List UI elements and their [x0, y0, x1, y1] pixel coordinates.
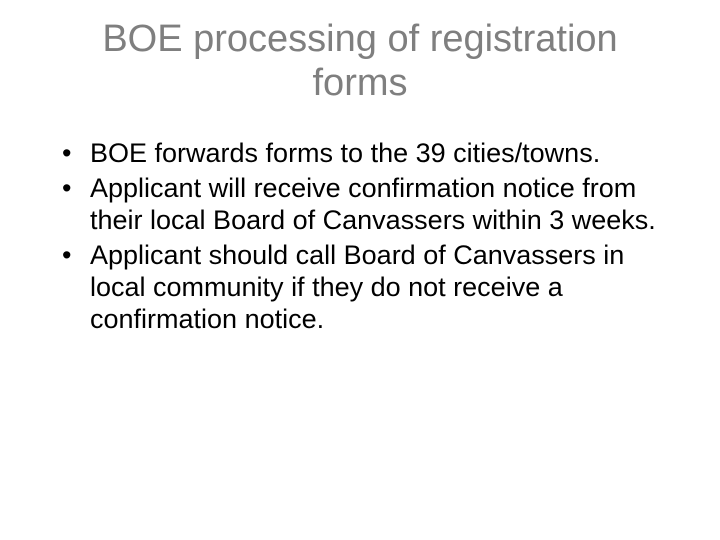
slide-title: BOE processing of registration forms [40, 18, 680, 105]
bullet-item: BOE forwards forms to the 39 cities/town… [60, 137, 680, 169]
bullet-list: BOE forwards forms to the 39 cities/town… [40, 137, 680, 335]
bullet-item: Applicant will receive confirmation noti… [60, 172, 680, 237]
bullet-item: Applicant should call Board of Canvasser… [60, 239, 680, 336]
